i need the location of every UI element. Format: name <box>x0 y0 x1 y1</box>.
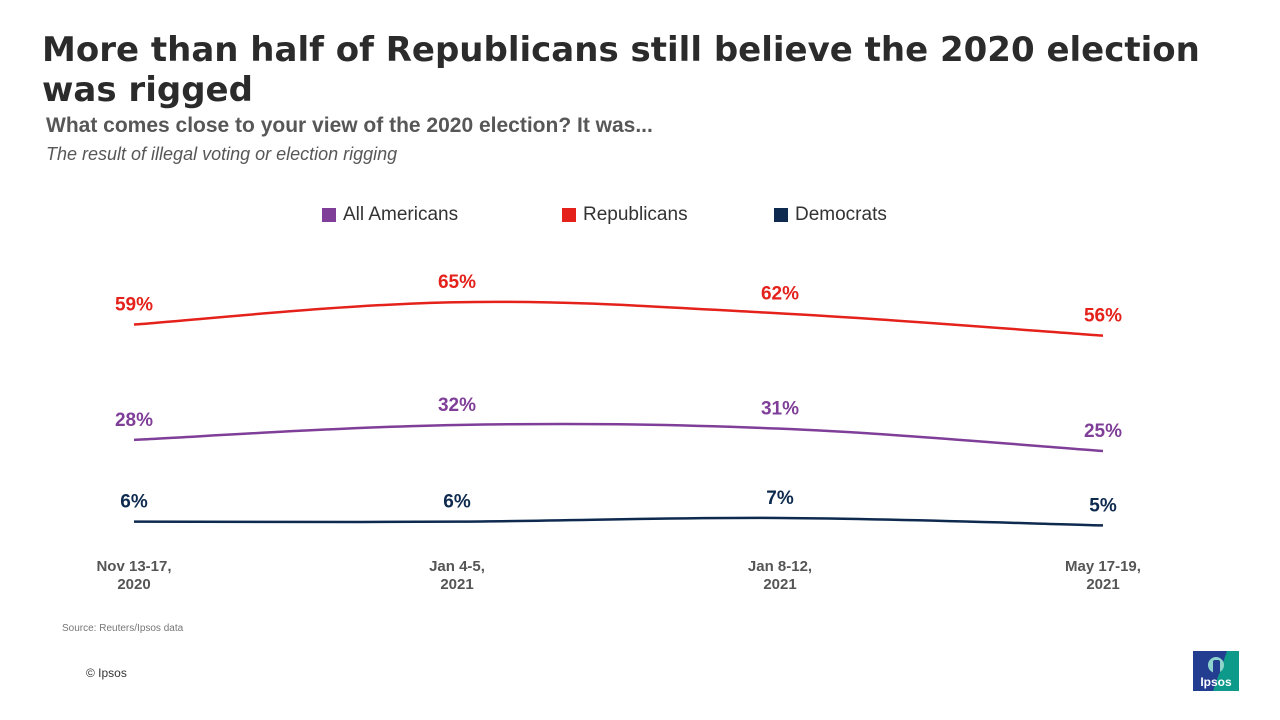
ipsos-logo: Ipsos <box>1193 651 1239 691</box>
copyright: © Ipsos <box>86 666 127 680</box>
legend-label-democrats: Democrats <box>795 204 887 225</box>
data-label-republicans-0: 59% <box>115 295 153 316</box>
legend-swatch-republicans <box>562 208 576 222</box>
x-tick-label-1: Jan 4-5, 2021 <box>429 558 485 593</box>
chart-title: More than half of Republicans still beli… <box>42 30 1200 110</box>
data-label-all-americans-2: 31% <box>761 399 799 420</box>
x-tick-label-3: May 17-19, 2021 <box>1065 558 1141 593</box>
data-label-republicans-3: 56% <box>1084 306 1122 327</box>
data-label-all-americans-0: 28% <box>115 410 153 431</box>
legend-item-republicans: Republicans <box>562 203 688 227</box>
series-line-republicans <box>133 300 1104 337</box>
legend-item-democrats: Democrats <box>774 203 887 227</box>
series-line-democrats <box>133 516 1104 527</box>
data-label-democrats-0: 6% <box>120 492 148 513</box>
legend-item-all-americans: All Americans <box>322 203 458 227</box>
data-label-republicans-1: 65% <box>438 272 476 293</box>
x-tick-label-0: Nov 13-17, 2020 <box>96 558 171 593</box>
data-label-democrats-3: 5% <box>1089 495 1117 516</box>
data-label-republicans-2: 62% <box>761 283 799 304</box>
ipsos-logo-text: Ipsos <box>1200 675 1232 689</box>
chart-subtitle: What comes close to your view of the 202… <box>46 114 653 137</box>
series-line-all-americans <box>133 422 1104 453</box>
data-label-democrats-2: 7% <box>766 488 794 509</box>
data-label-all-americans-1: 32% <box>438 395 476 416</box>
source-note: Source: Reuters/Ipsos data <box>62 623 184 634</box>
legend-swatch-all-americans <box>322 208 336 222</box>
legend-label-republicans: Republicans <box>583 204 688 225</box>
data-label-democrats-1: 6% <box>443 492 471 513</box>
x-tick-label-2: Jan 8-12, 2021 <box>748 558 812 593</box>
legend-label-all-americans: All Americans <box>343 204 459 225</box>
legend-swatch-democrats <box>774 208 788 222</box>
data-label-all-americans-3: 25% <box>1084 421 1122 442</box>
chart-question-option: The result of illegal voting or election… <box>46 144 398 164</box>
